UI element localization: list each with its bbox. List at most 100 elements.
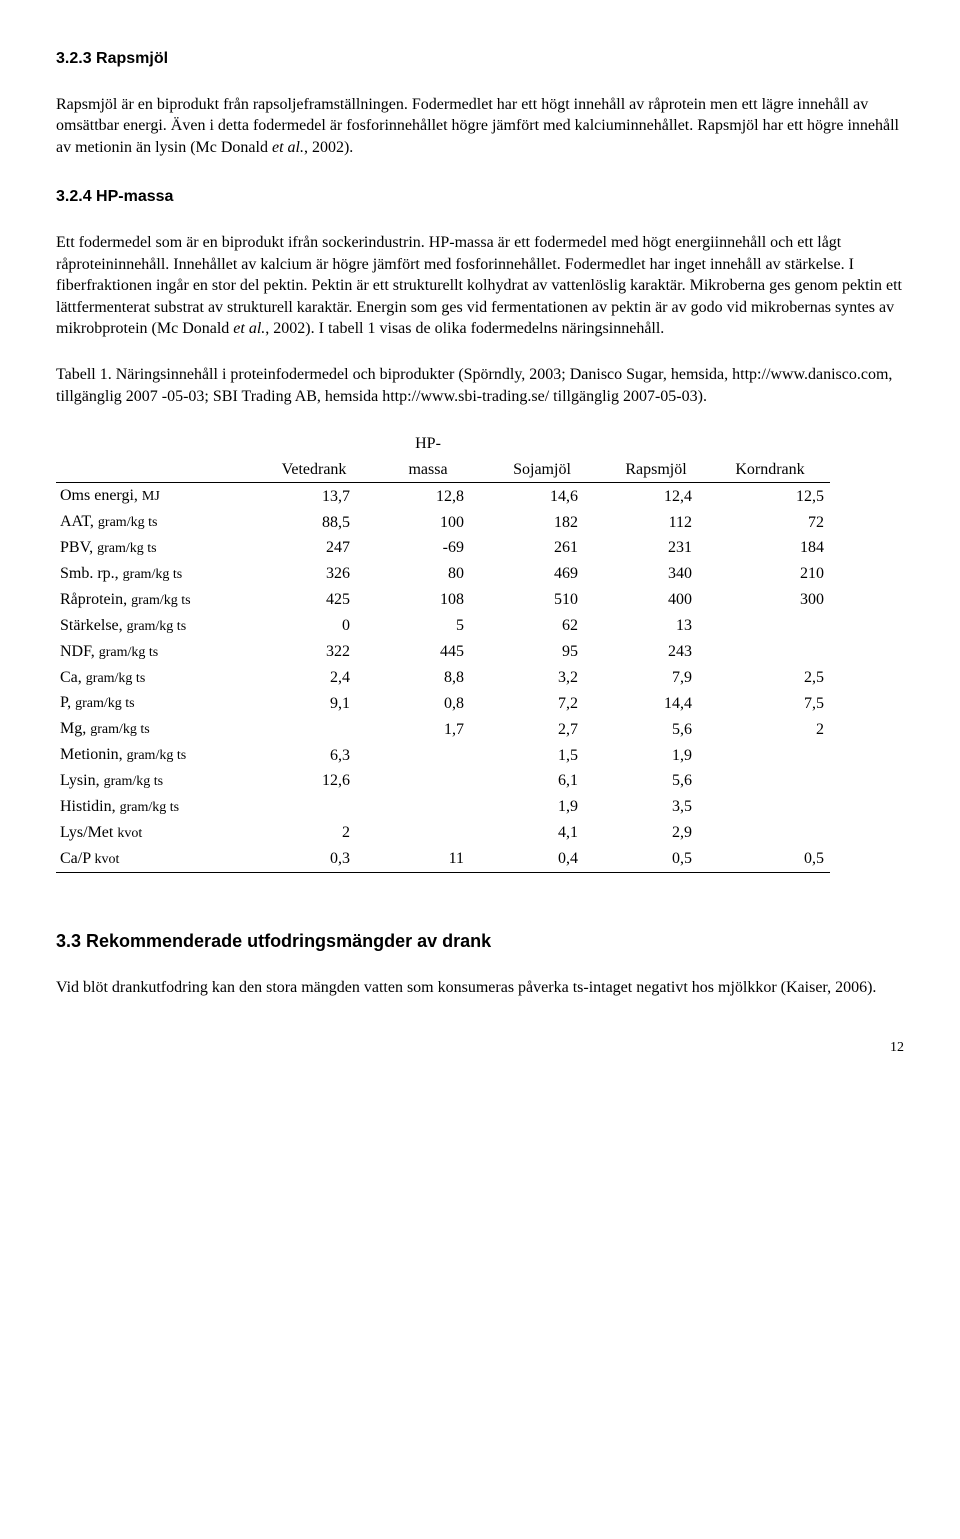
row-unit: gram/kg ts [123,567,183,582]
table-cell-label: Histidin, gram/kg ts [56,794,260,820]
table-row: P, gram/kg ts9,10,87,214,47,5 [56,690,830,716]
section-heading-hpmassa: 3.2.4 HP-massa [56,186,904,208]
row-label: Mg, [60,720,90,737]
table-cell: 400 [602,587,716,613]
table-row: Ca, gram/kg ts2,48,83,27,92,5 [56,665,830,691]
row-unit: kvot [95,852,120,867]
text-italic: et al. [233,320,265,337]
table-cell [716,820,830,846]
row-label: Metionin, [60,746,127,763]
table-cell [716,639,830,665]
row-label: P, [60,694,75,711]
table-cell: 6,3 [260,742,374,768]
table-header-cell [260,431,374,457]
table-cell: 8,8 [374,665,488,691]
row-label: Ca, [60,669,86,686]
table-cell-label: Oms energi, MJ [56,483,260,509]
row-label: Smb. rp., [60,565,123,582]
table-row: AAT, gram/kg ts88,510018211272 [56,509,830,535]
table-header-cell [716,431,830,457]
table-cell: 0,8 [374,690,488,716]
table-cell: 300 [716,587,830,613]
table-header-row-top: HP- [56,431,830,457]
table-cell: 3,2 [488,665,602,691]
table-row: Smb. rp., gram/kg ts32680469340210 [56,561,830,587]
table-cell [374,794,488,820]
table-cell: 2 [260,820,374,846]
table-cell: 0,5 [716,846,830,872]
table-cell: 2 [716,716,830,742]
row-unit: gram/kg ts [75,696,135,711]
table-cell-label: Smb. rp., gram/kg ts [56,561,260,587]
section-heading-rapsmjol: 3.2.3 Rapsmjöl [56,48,904,70]
table-cell: 231 [602,535,716,561]
table-cell: 0,3 [260,846,374,872]
table-row: Lysin, gram/kg ts12,66,15,6 [56,768,830,794]
row-label: Ca/P [60,850,95,867]
table-cell-label: Ca, gram/kg ts [56,665,260,691]
table-header-cell [602,431,716,457]
table-cell: 4,1 [488,820,602,846]
table-cell: 184 [716,535,830,561]
table-cell: 2,9 [602,820,716,846]
table-cell-label: Lys/Met kvot [56,820,260,846]
row-unit: gram/kg ts [104,774,164,789]
table-cell-label: Metionin, gram/kg ts [56,742,260,768]
table-cell: 88,5 [260,509,374,535]
table-header-row: Vetedrank massa Sojamjöl Rapsmjöl Korndr… [56,457,830,483]
table-cell [374,768,488,794]
table-cell: 12,5 [716,483,830,509]
row-unit: gram/kg ts [127,619,187,634]
table-cell: 322 [260,639,374,665]
table-row: Mg, gram/kg ts1,72,75,62 [56,716,830,742]
table-cell: 340 [602,561,716,587]
table-cell: 7,9 [602,665,716,691]
row-unit: gram/kg ts [127,748,187,763]
table-cell: 6,1 [488,768,602,794]
table-cell: 261 [488,535,602,561]
table-cell: 5,6 [602,768,716,794]
row-unit: gram/kg ts [98,515,158,530]
table-cell [374,820,488,846]
row-label: Oms energi, [60,487,142,504]
table-cell: 0,5 [602,846,716,872]
table-row: Stärkelse, gram/kg ts056213 [56,613,830,639]
table-cell: 14,4 [602,690,716,716]
row-unit: gram/kg ts [99,645,159,660]
table-header-cell [56,431,260,457]
table-cell: 7,2 [488,690,602,716]
row-label: PBV, [60,539,97,556]
table-cell: 72 [716,509,830,535]
paragraph-table-caption: Tabell 1. Näringsinnehåll i proteinfoder… [56,364,904,407]
row-unit: gram/kg ts [131,593,191,608]
table-cell: 12,6 [260,768,374,794]
paragraph-drank: Vid blöt drankutfodring kan den stora mä… [56,977,904,999]
table-header-cell [488,431,602,457]
table-header-cell [56,457,260,483]
table-cell: 2,7 [488,716,602,742]
table-cell-label: NDF, gram/kg ts [56,639,260,665]
row-label: Lys/Met [60,824,117,841]
table-cell-label: Lysin, gram/kg ts [56,768,260,794]
row-label: Lysin, [60,772,104,789]
row-unit: gram/kg ts [86,671,146,686]
table-cell: 0 [260,613,374,639]
table-row: PBV, gram/kg ts247-69261231184 [56,535,830,561]
row-unit: kvot [117,826,142,841]
table-cell: 1,9 [602,742,716,768]
table-cell: 247 [260,535,374,561]
table-cell: 182 [488,509,602,535]
row-label: Histidin, [60,798,120,815]
table-header-cell: Rapsmjöl [602,457,716,483]
row-unit: gram/kg ts [97,541,157,556]
table-cell: 3,5 [602,794,716,820]
table-cell: 0,4 [488,846,602,872]
table-cell: 1,9 [488,794,602,820]
text-italic: et al. [272,139,304,156]
table-header-cell: Sojamjöl [488,457,602,483]
table-header-cell: Korndrank [716,457,830,483]
table-cell: 112 [602,509,716,535]
table-cell-label: Stärkelse, gram/kg ts [56,613,260,639]
table-cell: 1,7 [374,716,488,742]
table-header-cell: Vetedrank [260,457,374,483]
